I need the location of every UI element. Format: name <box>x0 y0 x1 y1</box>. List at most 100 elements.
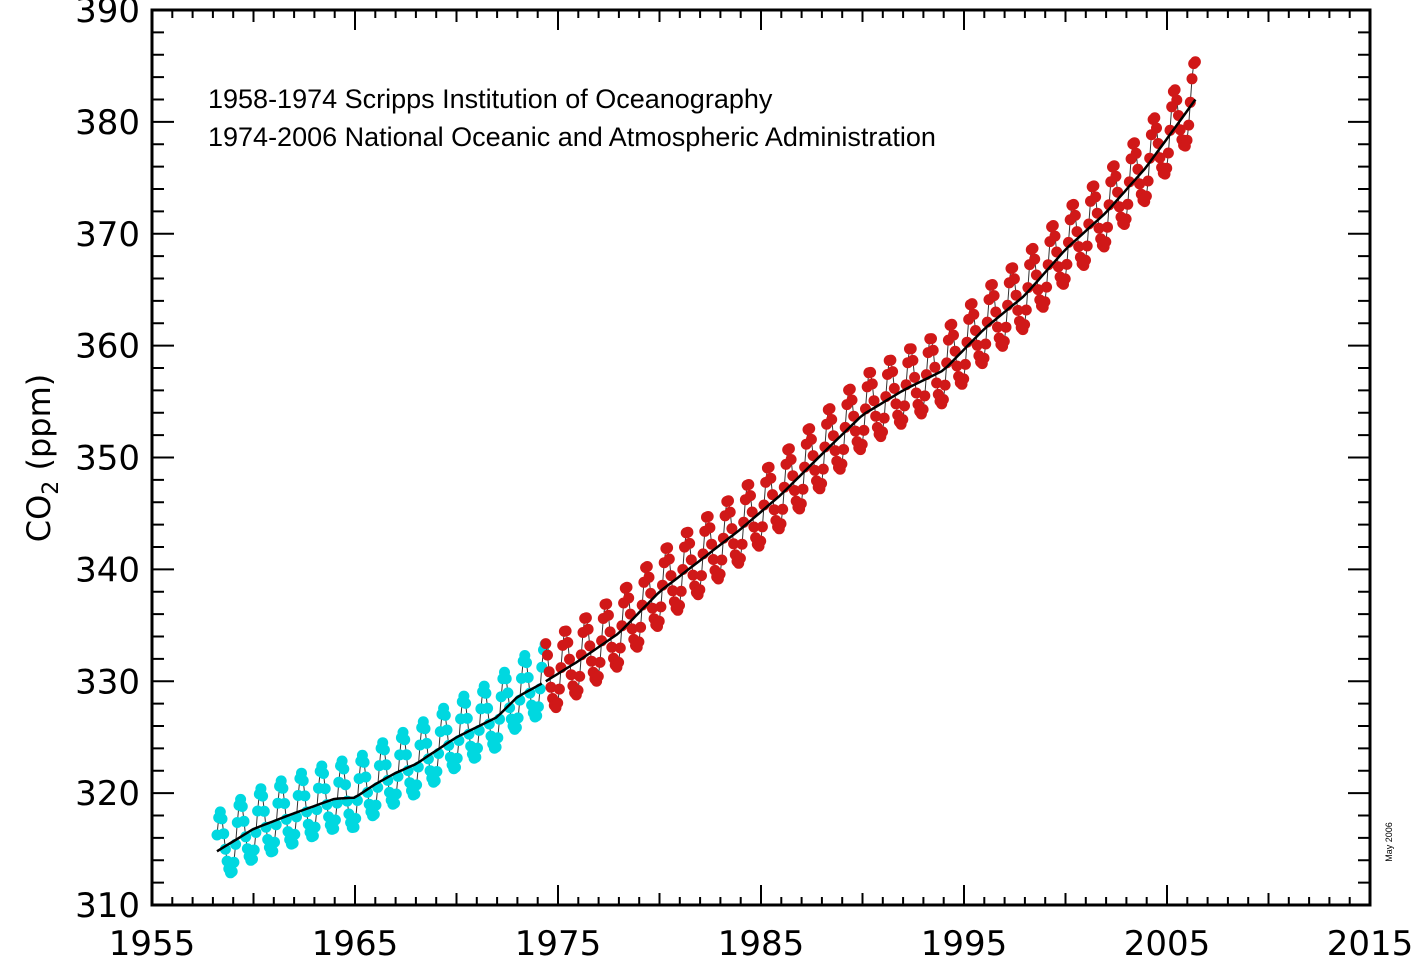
data-point-scripps <box>492 732 504 744</box>
data-point-noaa <box>562 637 574 648</box>
data-point-noaa <box>748 521 760 533</box>
data-point-noaa <box>1174 124 1186 136</box>
data-point-scripps <box>218 828 230 840</box>
data-point-noaa <box>986 279 998 290</box>
data-point-noaa <box>1130 147 1142 159</box>
data-point-noaa <box>540 638 552 650</box>
data-point-noaa <box>865 366 877 378</box>
data-point-noaa <box>641 561 653 572</box>
data-point-scripps <box>358 756 370 768</box>
date-note: May 2006 <box>1384 822 1394 862</box>
data-point-noaa <box>646 602 658 614</box>
data-point-scripps <box>348 821 360 833</box>
data-point-noaa <box>663 553 675 565</box>
data-point-noaa <box>888 382 900 394</box>
data-point-scripps <box>461 712 473 724</box>
data-point-noaa <box>1184 96 1196 108</box>
data-point-noaa <box>707 554 719 565</box>
data-point-noaa <box>927 344 939 356</box>
data-point-noaa <box>674 599 685 611</box>
data-point-noaa <box>613 656 625 668</box>
data-point-scripps <box>258 805 270 817</box>
data-point-noaa <box>704 522 716 534</box>
data-point-noaa <box>858 424 870 436</box>
data-point-noaa <box>958 373 970 385</box>
data-point-scripps <box>441 724 453 736</box>
data-point-noaa <box>1061 258 1073 270</box>
y-tick-label: 380 <box>75 103 140 143</box>
data-point-noaa <box>1091 207 1103 219</box>
data-point-noaa <box>726 523 738 535</box>
data-point-noaa <box>755 535 767 547</box>
data-point-noaa <box>807 450 819 462</box>
seasonal-data <box>211 56 1201 879</box>
data-point-noaa <box>1120 213 1132 225</box>
data-point-noaa <box>1080 254 1091 266</box>
data-point-noaa <box>877 426 888 438</box>
data-point-scripps <box>362 786 373 798</box>
data-point-noaa <box>1164 124 1176 136</box>
data-point-noaa <box>542 649 553 661</box>
annotation-noaa: 1974-2006 National Oceanic and Atmospher… <box>208 122 936 152</box>
data-point-scripps <box>257 790 269 802</box>
annotation-scripps: 1958-1974 Scripps Institution of Oceanog… <box>208 84 773 114</box>
y-tick-label: 390 <box>75 0 140 31</box>
data-point-noaa <box>910 387 922 399</box>
data-point-noaa <box>565 669 577 681</box>
data-point-noaa <box>653 615 665 627</box>
data-point-noaa <box>584 640 596 652</box>
x-tick-label: 1985 <box>718 924 805 963</box>
data-point-scripps <box>409 788 421 800</box>
data-point-noaa <box>746 506 758 518</box>
data-point-noaa <box>848 410 860 422</box>
data-point-noaa <box>1151 122 1162 134</box>
data-point-scripps <box>389 797 401 809</box>
data-point-scripps <box>504 702 516 714</box>
data-point-scripps <box>360 771 372 783</box>
data-point-noaa <box>1154 152 1166 164</box>
data-point-scripps <box>431 766 443 777</box>
data-point-scripps <box>318 768 329 779</box>
data-point-noaa <box>1052 261 1064 273</box>
data-point-scripps <box>370 799 382 811</box>
data-point-noaa <box>816 478 828 489</box>
data-point-noaa <box>592 670 604 682</box>
data-point-scripps <box>297 775 309 787</box>
data-point-noaa <box>614 642 626 654</box>
data-point-noaa <box>1162 147 1174 159</box>
data-point-noaa <box>1093 222 1105 234</box>
data-point-scripps <box>329 814 341 826</box>
data-point-scripps <box>421 737 433 749</box>
data-point-noaa <box>809 464 821 476</box>
data-point-noaa <box>728 538 740 550</box>
data-point-scripps <box>289 828 301 840</box>
x-tick-labels: 1955 1965 1975 1985 1995 2005 2015 <box>109 924 1414 963</box>
data-point-noaa <box>777 503 789 515</box>
data-point-noaa <box>846 394 858 406</box>
data-point-noaa <box>602 609 614 621</box>
data-point-noaa <box>675 585 687 597</box>
data-point-scripps <box>411 779 423 791</box>
data-point-noaa <box>1008 273 1020 285</box>
data-point-scripps <box>299 790 311 802</box>
data-point-noaa <box>959 358 971 370</box>
data-point-noaa <box>939 379 951 391</box>
data-point-noaa <box>878 412 890 424</box>
x-tick-label: 1975 <box>515 924 602 963</box>
data-point-noaa <box>988 290 1000 302</box>
trend-lines <box>216 98 1197 853</box>
data-point-noaa <box>968 308 980 320</box>
data-point-scripps <box>340 779 351 791</box>
data-point-noaa <box>694 584 706 596</box>
data-point-noaa <box>1102 221 1113 233</box>
data-point-noaa <box>838 444 850 455</box>
data-point-scripps <box>309 821 321 833</box>
data-point-noaa <box>826 414 838 425</box>
data-point-scripps <box>368 808 380 820</box>
data-point-noaa <box>849 425 861 437</box>
data-point-noaa <box>543 666 555 678</box>
data-point-noaa <box>795 498 807 510</box>
data-point-noaa <box>594 656 606 668</box>
data-point-scripps <box>482 702 494 714</box>
